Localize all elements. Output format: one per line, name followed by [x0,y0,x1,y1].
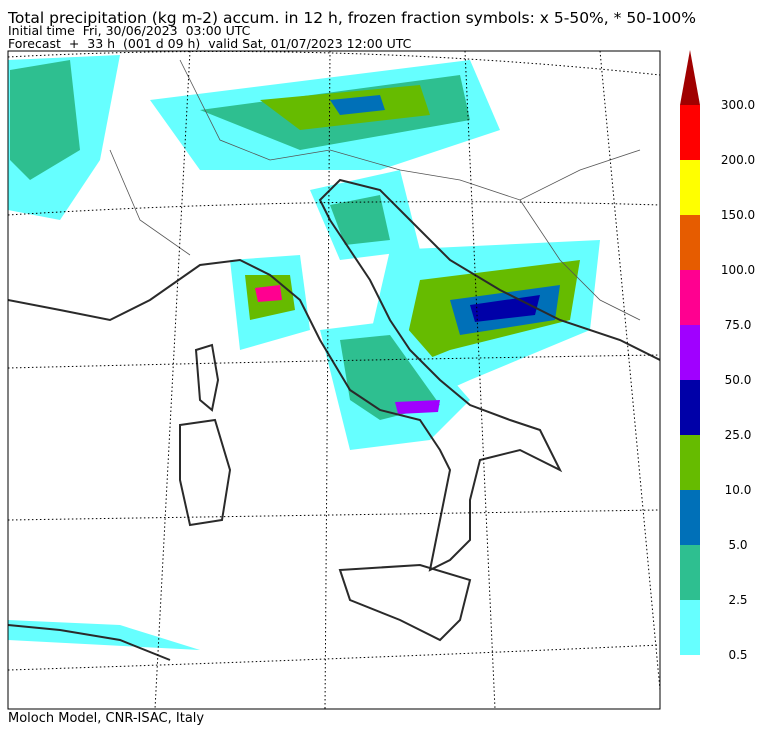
colorbar-box [680,160,700,215]
colorbar-box [680,270,700,325]
precipitation [8,55,600,650]
colorbar-label: 50.0 [725,373,752,387]
colorbar-label: 300.0 [721,98,755,112]
colorbar-box [680,435,700,490]
initial-time: Initial time Fri, 30/06/2023 03:00 UTC [8,23,251,38]
colorbar-label: 2.5 [728,593,747,607]
colorbar-box [680,380,700,435]
map-frame [7,50,661,710]
colorbar-label: 150.0 [721,208,755,222]
map [7,50,661,710]
colorbar-box [680,215,700,270]
colorbar-label: 25.0 [725,428,752,442]
colorbar-box [680,105,700,160]
colorbar-box [680,490,700,545]
borders [109,59,641,321]
colorbar-box [680,600,700,655]
colorbar-box [680,545,700,600]
footer: Moloch Model, CNR-ISAC, Italy [8,711,204,726]
colorbar-extend [680,50,700,105]
colorbar-label: 5.0 [728,538,747,552]
colorbar-label: 200.0 [721,153,755,167]
colorbar-label: 75.0 [725,318,752,332]
colorbar-box [680,325,700,380]
title: Total precipitation (kg m-2) accum. in 1… [7,9,696,27]
graticule [8,51,660,709]
forecast-time: Forecast + 33 h (001 d 09 h) valid Sat, … [8,36,412,51]
colorbar: 0.5 2.5 5.0 10.0 25.0 50.0 75.0 100.0 150.0 200.0… [680,50,755,662]
colorbar-label: 10.0 [725,483,752,497]
coastlines [8,178,660,661]
colorbar-label: 100.0 [721,263,755,277]
colorbar-label: 0.5 [728,648,747,662]
